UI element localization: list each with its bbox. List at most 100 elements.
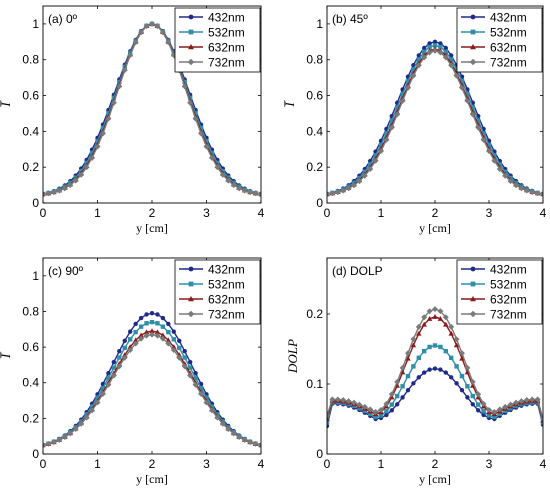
data-point: [394, 378, 401, 385]
data-point: [405, 355, 411, 361]
legend-marker: [188, 266, 194, 272]
data-point: [388, 124, 395, 131]
data-point: [410, 342, 417, 348]
data-point: [378, 406, 384, 413]
data-point: [165, 337, 172, 343]
data-point: [133, 321, 138, 327]
data-point: [214, 414, 221, 421]
data-point: [465, 91, 470, 97]
data-point: [464, 97, 471, 104]
legend-entry: 732nm: [208, 308, 245, 322]
data-point: [480, 136, 487, 143]
data-point: [132, 337, 139, 343]
data-point: [454, 381, 459, 386]
data-point: [422, 49, 427, 54]
data-point: [367, 166, 374, 172]
panel-label: (b) 45º: [332, 12, 368, 26]
data-point: [258, 191, 261, 198]
panel-label: (d) DOLP: [332, 264, 383, 278]
data-point: [361, 403, 368, 410]
data-point: [149, 20, 155, 27]
data-point: [225, 426, 232, 433]
data-point: [78, 420, 85, 427]
data-point: [486, 413, 492, 418]
data-point: [132, 39, 139, 46]
data-point: [438, 44, 443, 50]
y-tick-label: 0.1: [306, 377, 323, 391]
data-point: [177, 345, 182, 351]
data-point: [497, 162, 502, 167]
data-point: [395, 402, 400, 407]
data-point: [327, 191, 330, 198]
data-point: [469, 378, 476, 385]
legend-marker: [470, 14, 476, 20]
y-tick-label: 0.2: [306, 160, 323, 174]
data-point: [421, 321, 427, 327]
data-point: [442, 54, 449, 61]
y-tick-label: 0.6: [22, 89, 39, 103]
x-tick-label: 4: [258, 457, 265, 471]
y-tick-label: 0.8: [22, 304, 39, 318]
legend-marker: [188, 281, 194, 287]
data-point: [128, 337, 133, 342]
data-point: [523, 187, 530, 194]
data-point: [459, 350, 465, 357]
data-point: [117, 79, 122, 85]
data-point: [405, 350, 411, 357]
legend-marker: [187, 58, 195, 66]
data-point: [459, 373, 465, 379]
y-axis-label: DOLP: [285, 339, 300, 374]
data-point: [215, 160, 220, 166]
data-point: [383, 136, 390, 143]
data-point: [203, 399, 210, 406]
data-point: [192, 115, 199, 122]
data-point: [486, 148, 492, 155]
data-point: [422, 348, 427, 354]
data-point: [198, 385, 204, 391]
x-tick-label: 4: [540, 457, 547, 471]
x-tick-label: 0: [324, 457, 331, 471]
data-point: [454, 364, 459, 369]
data-point: [181, 83, 188, 90]
data-point: [171, 337, 176, 342]
y-tick-label: 0: [316, 196, 323, 210]
data-point: [208, 154, 215, 161]
data-point: [410, 72, 417, 79]
data-point: [481, 412, 486, 418]
data-point: [154, 23, 161, 30]
data-point: [89, 407, 96, 414]
data-point: [165, 39, 172, 46]
data-point: [94, 399, 101, 406]
data-point: [149, 331, 155, 338]
data-point: [395, 105, 400, 110]
legend-marker: [469, 310, 477, 318]
data-point: [45, 190, 52, 197]
data-point: [486, 406, 492, 413]
data-point: [394, 111, 401, 118]
data-point: [95, 139, 100, 144]
data-point: [43, 442, 46, 449]
legend-entry: 632nm: [208, 41, 245, 55]
data-point: [154, 332, 161, 339]
data-point: [373, 414, 378, 420]
data-point: [111, 95, 117, 101]
data-point: [453, 342, 460, 348]
x-tick-label: 3: [203, 206, 210, 220]
data-point: [540, 191, 543, 198]
data-point: [258, 442, 261, 449]
data-point: [149, 328, 155, 334]
data-point: [106, 370, 111, 376]
series-732nm: [43, 20, 261, 198]
data-point: [443, 45, 448, 51]
data-point: [193, 375, 198, 381]
data-point: [247, 189, 254, 196]
data-point: [405, 84, 411, 91]
data-point: [459, 388, 465, 393]
chart-panel-3: 0 1 2 3 4 0 0.2 0.4 0.6 0.8 1 y [cm] I̅ (c) 90º 432nm5…: [0, 257, 265, 486]
data-point: [198, 125, 204, 131]
data-point: [475, 124, 482, 131]
data-point: [400, 384, 405, 389]
data-point: [138, 324, 144, 329]
data-point: [432, 47, 438, 54]
